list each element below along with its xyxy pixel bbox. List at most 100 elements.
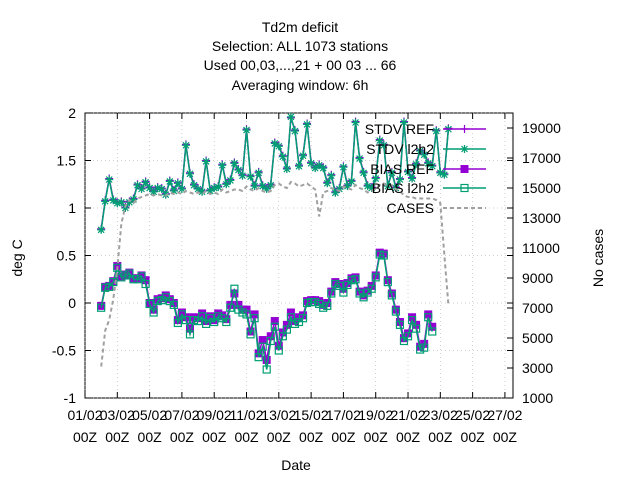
data-point (185, 330, 195, 339)
data-point (395, 175, 404, 184)
data-point (383, 278, 392, 287)
data-point (440, 170, 449, 179)
data-point (343, 182, 352, 191)
series-line (100, 180, 450, 367)
x-tick-label-date: 17/02 (326, 407, 361, 423)
x-tick-label-hour: 00Z (202, 429, 227, 445)
data-point (97, 303, 106, 312)
data-point (266, 181, 275, 190)
data-point (371, 174, 380, 183)
data-point (133, 181, 142, 190)
x-tick-label-date: 23/02 (423, 407, 458, 423)
data-point (242, 310, 251, 319)
data-point (254, 168, 263, 177)
data-point (420, 150, 429, 159)
data-point (206, 186, 215, 195)
data-point (190, 181, 199, 190)
data-point (387, 291, 396, 300)
data-point (250, 314, 259, 323)
legend-marker (460, 145, 469, 153)
data-point (121, 204, 130, 212)
y-tick-label: 1 (68, 200, 76, 216)
y-tick-label: 2 (68, 105, 76, 121)
data-point (295, 162, 303, 171)
x-tick-label-hour: 00Z (493, 429, 518, 445)
data-point (315, 161, 324, 170)
data-point (290, 127, 299, 136)
data-point (407, 316, 417, 325)
data-point (379, 251, 388, 260)
x-tick-label-hour: 00Z (138, 429, 163, 445)
data-point (141, 178, 150, 187)
x-tick-label-hour: 00Z (234, 429, 259, 445)
title-line-1: Td2m deficit (262, 19, 338, 35)
data-point (367, 284, 376, 293)
x-tick-label-hour: 00Z (267, 429, 292, 445)
x-tick-label-hour: 00Z (331, 429, 356, 445)
x-tick-label-date: 03/02 (100, 407, 135, 423)
y2-tick-label: 1000 (522, 390, 553, 406)
data-point (198, 187, 207, 196)
data-point (113, 263, 122, 272)
x-tick-label-hour: 00Z (170, 429, 195, 445)
data-point (424, 159, 433, 168)
data-point (222, 317, 231, 327)
data-point (250, 182, 259, 191)
data-point (254, 353, 263, 362)
legend-label: BIAS REF (370, 161, 434, 177)
data-point (299, 151, 308, 160)
data-point (282, 325, 291, 334)
data-point (282, 165, 291, 174)
y-tick-label: 1.5 (57, 153, 77, 169)
data-point (266, 336, 275, 346)
data-point (218, 161, 227, 170)
data-point (202, 157, 211, 166)
data-point (181, 316, 191, 325)
data-point (387, 168, 396, 177)
y2-tick-label: 5000 (522, 330, 553, 346)
data-point (145, 299, 154, 309)
data-point (411, 324, 421, 333)
data-point (262, 356, 271, 364)
data-point (379, 141, 388, 150)
data-point (420, 343, 429, 352)
y-tick-label: 0.5 (57, 248, 77, 264)
data-point (339, 163, 348, 172)
data-point (173, 318, 182, 328)
data-point (424, 313, 433, 322)
data-point (258, 342, 267, 351)
data-point (278, 152, 287, 161)
data-point (403, 332, 413, 341)
data-point (270, 322, 279, 331)
x-tick-label-date: 01/02 (67, 407, 102, 423)
data-point (157, 185, 166, 193)
x-tick-label-hour: 00Z (299, 429, 324, 445)
x-tick-label-hour: 00Z (105, 429, 130, 445)
data-point (404, 167, 413, 176)
data-point (274, 142, 283, 151)
data-point (129, 195, 138, 204)
legend-label: STDV REF (365, 121, 434, 137)
data-point (109, 278, 118, 287)
y2-tick-label: 15000 (522, 180, 561, 196)
data-point (307, 159, 316, 168)
data-point (177, 185, 186, 193)
data-point (347, 177, 356, 186)
legend-label: STDV l2h2 (366, 141, 434, 157)
data-point (226, 176, 235, 185)
x-tick-label-date: 19/02 (358, 407, 393, 423)
series-bias-l2h2 (97, 250, 437, 374)
y-axis-label: deg C (9, 239, 25, 276)
data-point (165, 177, 174, 186)
data-point (331, 188, 340, 197)
series (97, 112, 453, 374)
y2-tick-label: 19000 (522, 120, 561, 136)
data-point (246, 330, 255, 339)
y-tick-label: -0.5 (52, 343, 76, 359)
y2-tick-label: 17000 (522, 150, 561, 166)
data-point (169, 300, 178, 309)
data-point (351, 118, 360, 127)
axes: -1 -0.5 0 0.5 1 1.5 2 1000 3000 5000 7000 9000 11000… (52, 105, 561, 445)
legend-marker (460, 125, 469, 133)
